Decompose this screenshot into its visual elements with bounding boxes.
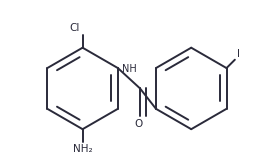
Text: I: I	[237, 49, 240, 59]
Text: NH₂: NH₂	[73, 144, 92, 154]
Text: O: O	[134, 119, 143, 129]
Text: Cl: Cl	[70, 24, 80, 33]
Text: NH: NH	[121, 64, 136, 74]
